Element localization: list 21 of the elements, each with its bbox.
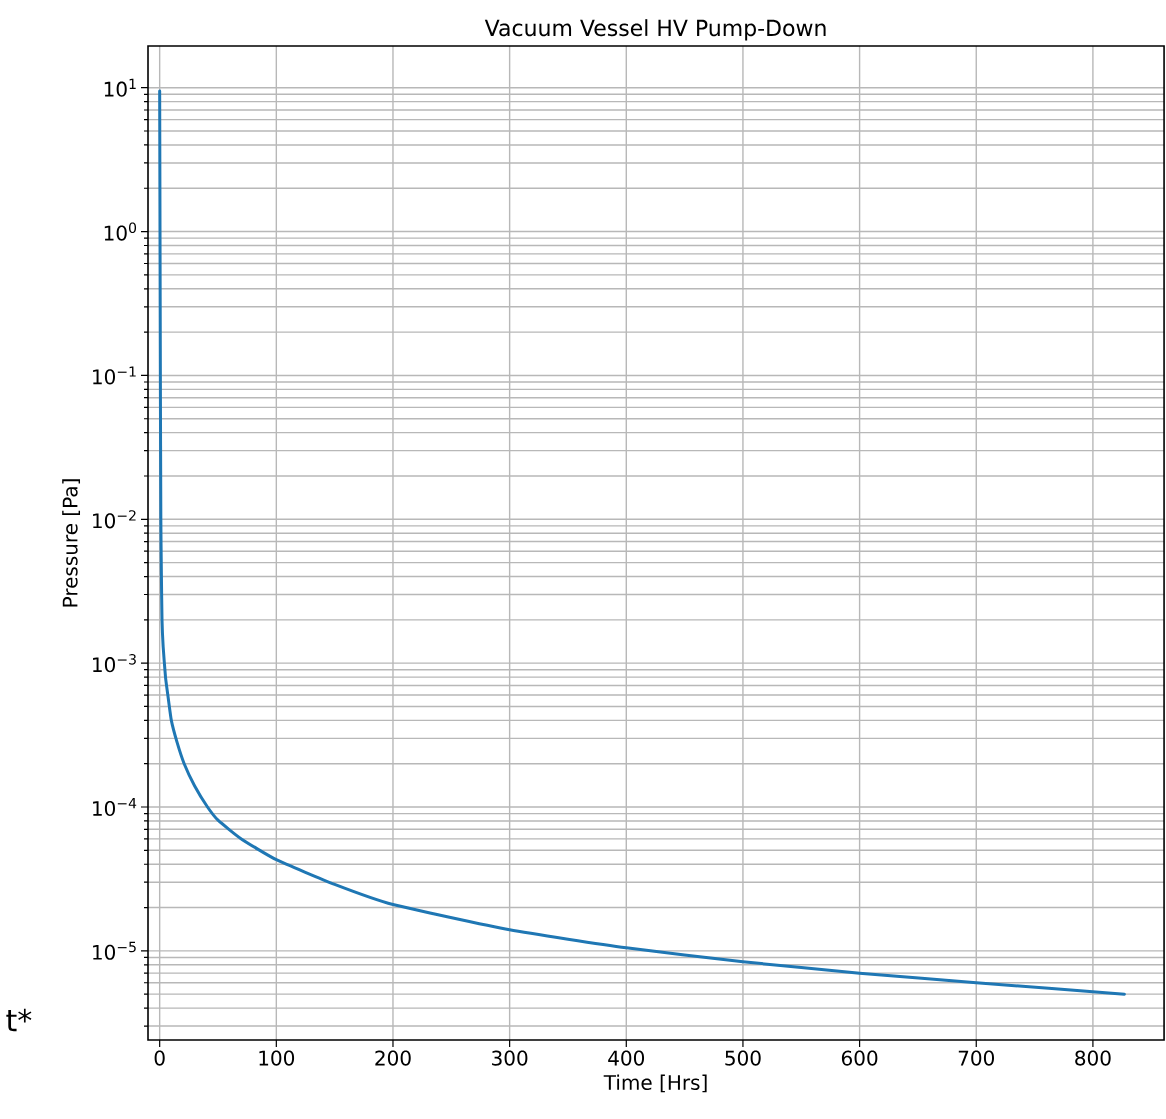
x-tick-label: 200 [375, 1050, 411, 1066]
x-tick-label: 0 [154, 1050, 165, 1066]
y-tick-label: 10$^{−2}$ [93, 510, 136, 529]
x-tick-label: 700 [958, 1050, 995, 1066]
y-axis-title: Pressure [Pa] [62, 479, 81, 607]
x-tick-label: 600 [841, 1050, 878, 1066]
x-tick-label: 500 [725, 1050, 761, 1066]
x-axis-title: Time [Hrs] [603, 1074, 707, 1093]
y-tick-label: 10$^{−3}$ [93, 654, 136, 673]
y-tick-label: 10$^{1}$ [104, 78, 136, 97]
text: t* [6, 1008, 32, 1032]
x-tick-label: 400 [608, 1050, 645, 1066]
line-series [158, 89, 1126, 996]
x-tick-label: 300 [492, 1050, 528, 1066]
chart-title: Vacuum Vessel HV Pump-Down [484, 19, 826, 41]
y-tick-label: 10$^{0}$ [104, 222, 137, 241]
y-tick-label: 10$^{−5}$ [93, 941, 136, 960]
x-tick-label: 100 [259, 1050, 295, 1066]
y-tick-label: 10$^{−1}$ [93, 366, 136, 385]
y-tick-label: 10$^{−4}$ [93, 797, 137, 816]
x-tick-label: 800 [1075, 1050, 1111, 1066]
